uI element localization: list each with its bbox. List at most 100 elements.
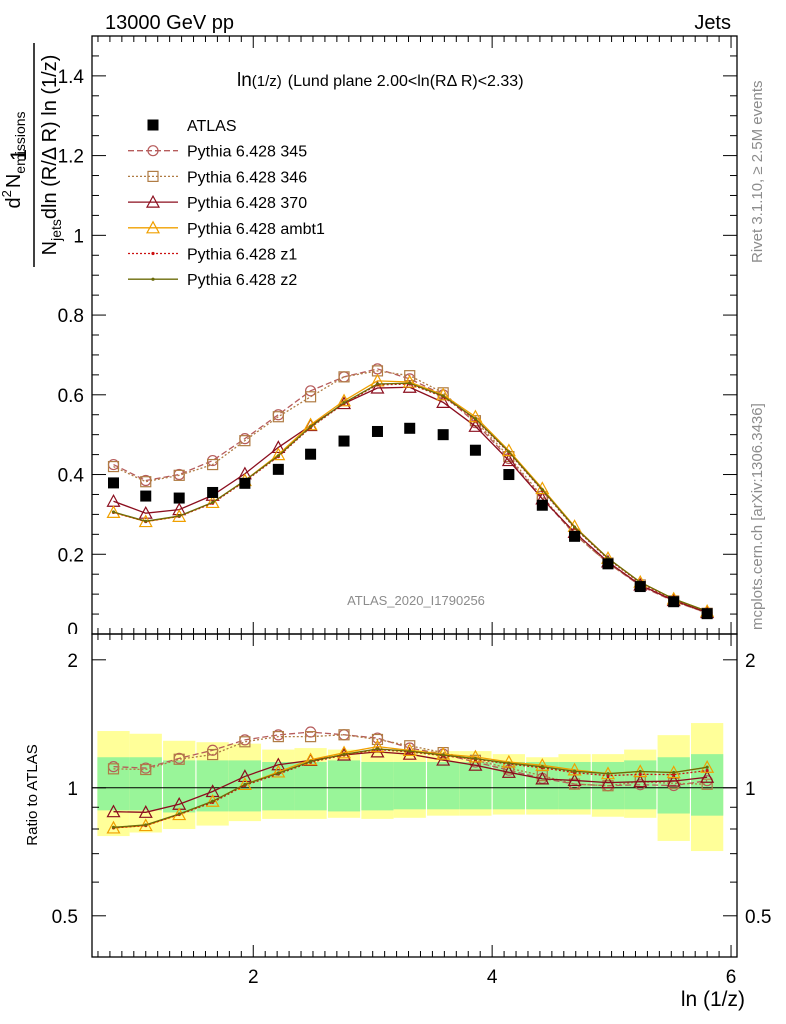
marker-dot (473, 756, 478, 761)
main-y-label: 1 d2 Nemissions Njetsdln (R/Δ R) ln (1/z) (0, 43, 64, 267)
marker-triangle (337, 745, 352, 759)
header-right: Jets (694, 12, 731, 34)
marker-filled-square (602, 558, 614, 570)
marker-triangle (501, 765, 516, 778)
ratio-series-line (113, 734, 708, 787)
marker-dot (408, 381, 412, 385)
marker-triangle (402, 743, 417, 756)
ratio-tick-label-left: 2 (67, 651, 78, 672)
band-inner (327, 760, 361, 812)
legend-label: ATLAS (187, 118, 237, 135)
marker-filled-square (338, 435, 350, 447)
x-tick-label: 4 (487, 967, 498, 988)
marker-dot (144, 823, 148, 827)
marker-triangle (402, 746, 417, 760)
plot-title-detail: (Lund plane 2.00<ln(RΔ R)<2.33) (288, 73, 524, 90)
band-inner (97, 757, 130, 811)
legend-label: Pythia 6.428 370 (187, 195, 307, 212)
y-tick-label: 0.6 (58, 386, 84, 407)
marker-triangle (145, 194, 161, 208)
marker-square (207, 748, 219, 761)
series-line (113, 386, 708, 614)
series-line (113, 383, 708, 613)
marker-filled-square (108, 477, 119, 489)
marker-dot (540, 765, 544, 769)
ratio-tick-label-right: 2 (745, 651, 756, 672)
marker-filled-square (437, 429, 449, 441)
marker-triangle (600, 775, 616, 789)
marker-filled-square (668, 596, 680, 608)
marker-filled-square (469, 444, 481, 456)
band-inner (492, 761, 525, 810)
marker-dot (638, 772, 642, 776)
ylabel-rest: dln (R/Δ R) ln (1/z) (39, 55, 61, 220)
marker-dot (408, 749, 412, 753)
ylabel-d: d (3, 197, 25, 208)
marker-triangle (666, 773, 681, 787)
marker-filled-square (371, 425, 383, 437)
legend: ATLAS Pythia 6.428 345 Pythia 6.428 346 Pyt… (128, 118, 325, 289)
marker-dot (507, 450, 511, 454)
marker-filled-square (305, 448, 317, 460)
marker-circle (304, 385, 317, 397)
marker-triangle (468, 757, 483, 771)
marker-square (147, 170, 159, 182)
marker-triangle (567, 762, 582, 776)
marker-triangle (138, 805, 153, 818)
marker-square (338, 729, 350, 741)
watermark: ATLAS_2020_I1790256 (347, 593, 485, 608)
marker-circle (147, 145, 159, 157)
plot-title: ln(1/z) (Lund plane 2.00<ln(RΔ R)<2.33) (237, 70, 524, 91)
marker-filled-square (569, 530, 581, 542)
marker-square (371, 733, 384, 746)
marker-triangle (145, 220, 161, 234)
marker-dot (342, 401, 346, 405)
marker-triangle (205, 495, 220, 509)
marker-dot (672, 770, 676, 775)
mcplots-label: mcplots.cern.ch [arXiv:1306.3436] (749, 403, 766, 630)
marker-triangle (535, 757, 550, 771)
y-tick-label: 0.4 (58, 466, 85, 487)
marker-dot (375, 747, 380, 751)
ylabel-jets: jets (48, 219, 64, 242)
legend-label: Pythia 6.428 345 (187, 144, 307, 161)
ratio-uncertainty-bands (97, 723, 724, 852)
marker-triangle (501, 754, 516, 768)
ylabel-Njets: N (39, 241, 61, 255)
marker-square (107, 460, 120, 473)
marker-triangle (138, 505, 153, 519)
ratio-series-line (113, 751, 708, 813)
marker-triangle (468, 419, 483, 432)
marker-square (107, 763, 120, 775)
marker-dot (606, 772, 610, 776)
legend-label: Pythia 6.428 346 (187, 169, 307, 186)
marker-dot (308, 759, 313, 764)
ylabel-emissions: emissions (12, 111, 28, 173)
marker-square (173, 753, 185, 765)
marker-filled-square (404, 422, 416, 434)
marker-dot (308, 425, 313, 429)
marker-triangle (271, 757, 286, 771)
marker-triangle (271, 440, 286, 454)
marker-dot (151, 251, 155, 256)
marker-triangle (337, 393, 352, 407)
x-axis-label: ln (1/z) (681, 988, 745, 1011)
marker-square (272, 730, 284, 743)
marker-triangle (633, 774, 648, 788)
header-left: 13000 GeV pp (105, 12, 234, 34)
y-tick-label: 0.2 (58, 545, 84, 566)
marker-filled-square (140, 490, 152, 502)
band-inner (393, 761, 426, 810)
marker-dot (507, 761, 511, 765)
marker-filled-square (173, 492, 185, 504)
marker-filled-square (634, 581, 646, 593)
plot-title-sub: (1/z) (252, 73, 282, 90)
ylabel-num: 1 (6, 149, 31, 161)
x-tick-label: 2 (248, 967, 259, 988)
marker-dot (375, 382, 380, 386)
legend-label: Pythia 6.428 ambt1 (187, 221, 325, 238)
y-tick-label: 0.8 (58, 306, 84, 327)
ratio-tick-label-left: 0.5 (52, 907, 78, 928)
series-line (113, 370, 708, 614)
